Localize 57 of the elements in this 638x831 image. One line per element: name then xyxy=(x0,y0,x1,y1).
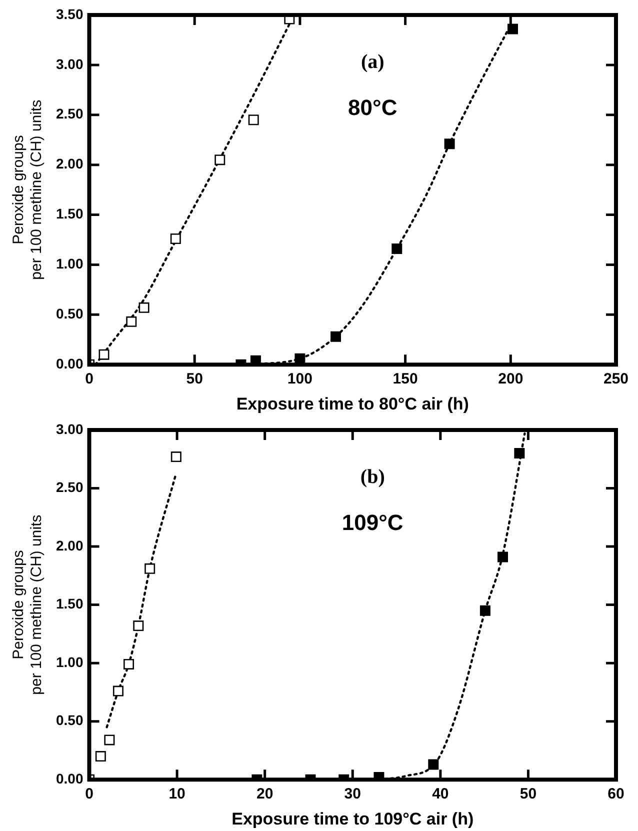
point xyxy=(124,658,134,670)
y-tick-label: 3.00 xyxy=(56,420,84,437)
y-tick-label: 1.00 xyxy=(56,256,84,272)
y-tick-label: 0.50 xyxy=(56,712,84,728)
x-tick-label: 50 xyxy=(520,786,537,803)
y-tick-label: 2.50 xyxy=(56,106,84,122)
point xyxy=(126,316,137,327)
y-axis-title: Peroxide groups per 100 methine (CH) units xyxy=(10,100,46,280)
point xyxy=(95,751,106,762)
x-tick-label: 100 xyxy=(287,370,312,388)
y-tick-label: 1.50 xyxy=(56,596,84,612)
point xyxy=(498,552,508,562)
y-tick-label: 0.50 xyxy=(56,306,84,322)
point xyxy=(428,759,439,770)
annotation: (a) xyxy=(360,51,384,74)
y-tick-label: 0.00 xyxy=(56,355,84,372)
x-tick-label: 20 xyxy=(256,786,274,803)
point xyxy=(112,686,124,696)
point xyxy=(514,448,525,459)
x-tick-label: 50 xyxy=(186,370,203,388)
x-tick-label: 0 xyxy=(85,370,94,388)
point xyxy=(104,734,115,746)
x-axis-title: Exposure time to 109°C air (h) xyxy=(232,809,474,828)
y-tick-label: 3.00 xyxy=(56,56,84,72)
point xyxy=(98,349,110,360)
point xyxy=(144,563,156,574)
x-tick-label: 150 xyxy=(392,370,418,388)
y-tick-label: 2.00 xyxy=(56,156,84,172)
y-tick-label: 2.00 xyxy=(56,537,84,554)
point xyxy=(170,452,182,462)
x-tick-label: 40 xyxy=(432,786,449,803)
point xyxy=(392,243,402,254)
x-tick-label: 200 xyxy=(498,370,524,388)
x-tick-label: 250 xyxy=(603,370,629,388)
point xyxy=(248,114,259,126)
x-tick-label: 30 xyxy=(344,786,361,803)
y-tick-label: 0.00 xyxy=(56,770,84,786)
annotation: 80°C xyxy=(348,95,398,120)
point xyxy=(138,302,150,313)
point xyxy=(214,154,226,166)
annotation: (b) xyxy=(360,466,385,488)
y-axis-title: Peroxide groups per 100 methine (CH) units xyxy=(10,514,46,695)
y-tick-label: 2.50 xyxy=(56,479,84,496)
x-tick-label: 0 xyxy=(85,786,94,803)
y-tick-label: 1.00 xyxy=(56,654,84,670)
point xyxy=(170,234,181,244)
y-tick-label: 1.50 xyxy=(56,206,84,222)
point xyxy=(480,605,490,616)
x-tick-label: 10 xyxy=(168,786,186,803)
x-axis-title: Exposure time to 80°C air (h) xyxy=(236,394,469,414)
point xyxy=(508,24,518,34)
point xyxy=(330,331,342,342)
y-tick-label: 3.50 xyxy=(56,6,84,22)
point xyxy=(133,620,144,632)
annotation: 109°C xyxy=(342,510,404,536)
x-tick-label: 60 xyxy=(608,786,624,803)
point xyxy=(444,138,455,150)
